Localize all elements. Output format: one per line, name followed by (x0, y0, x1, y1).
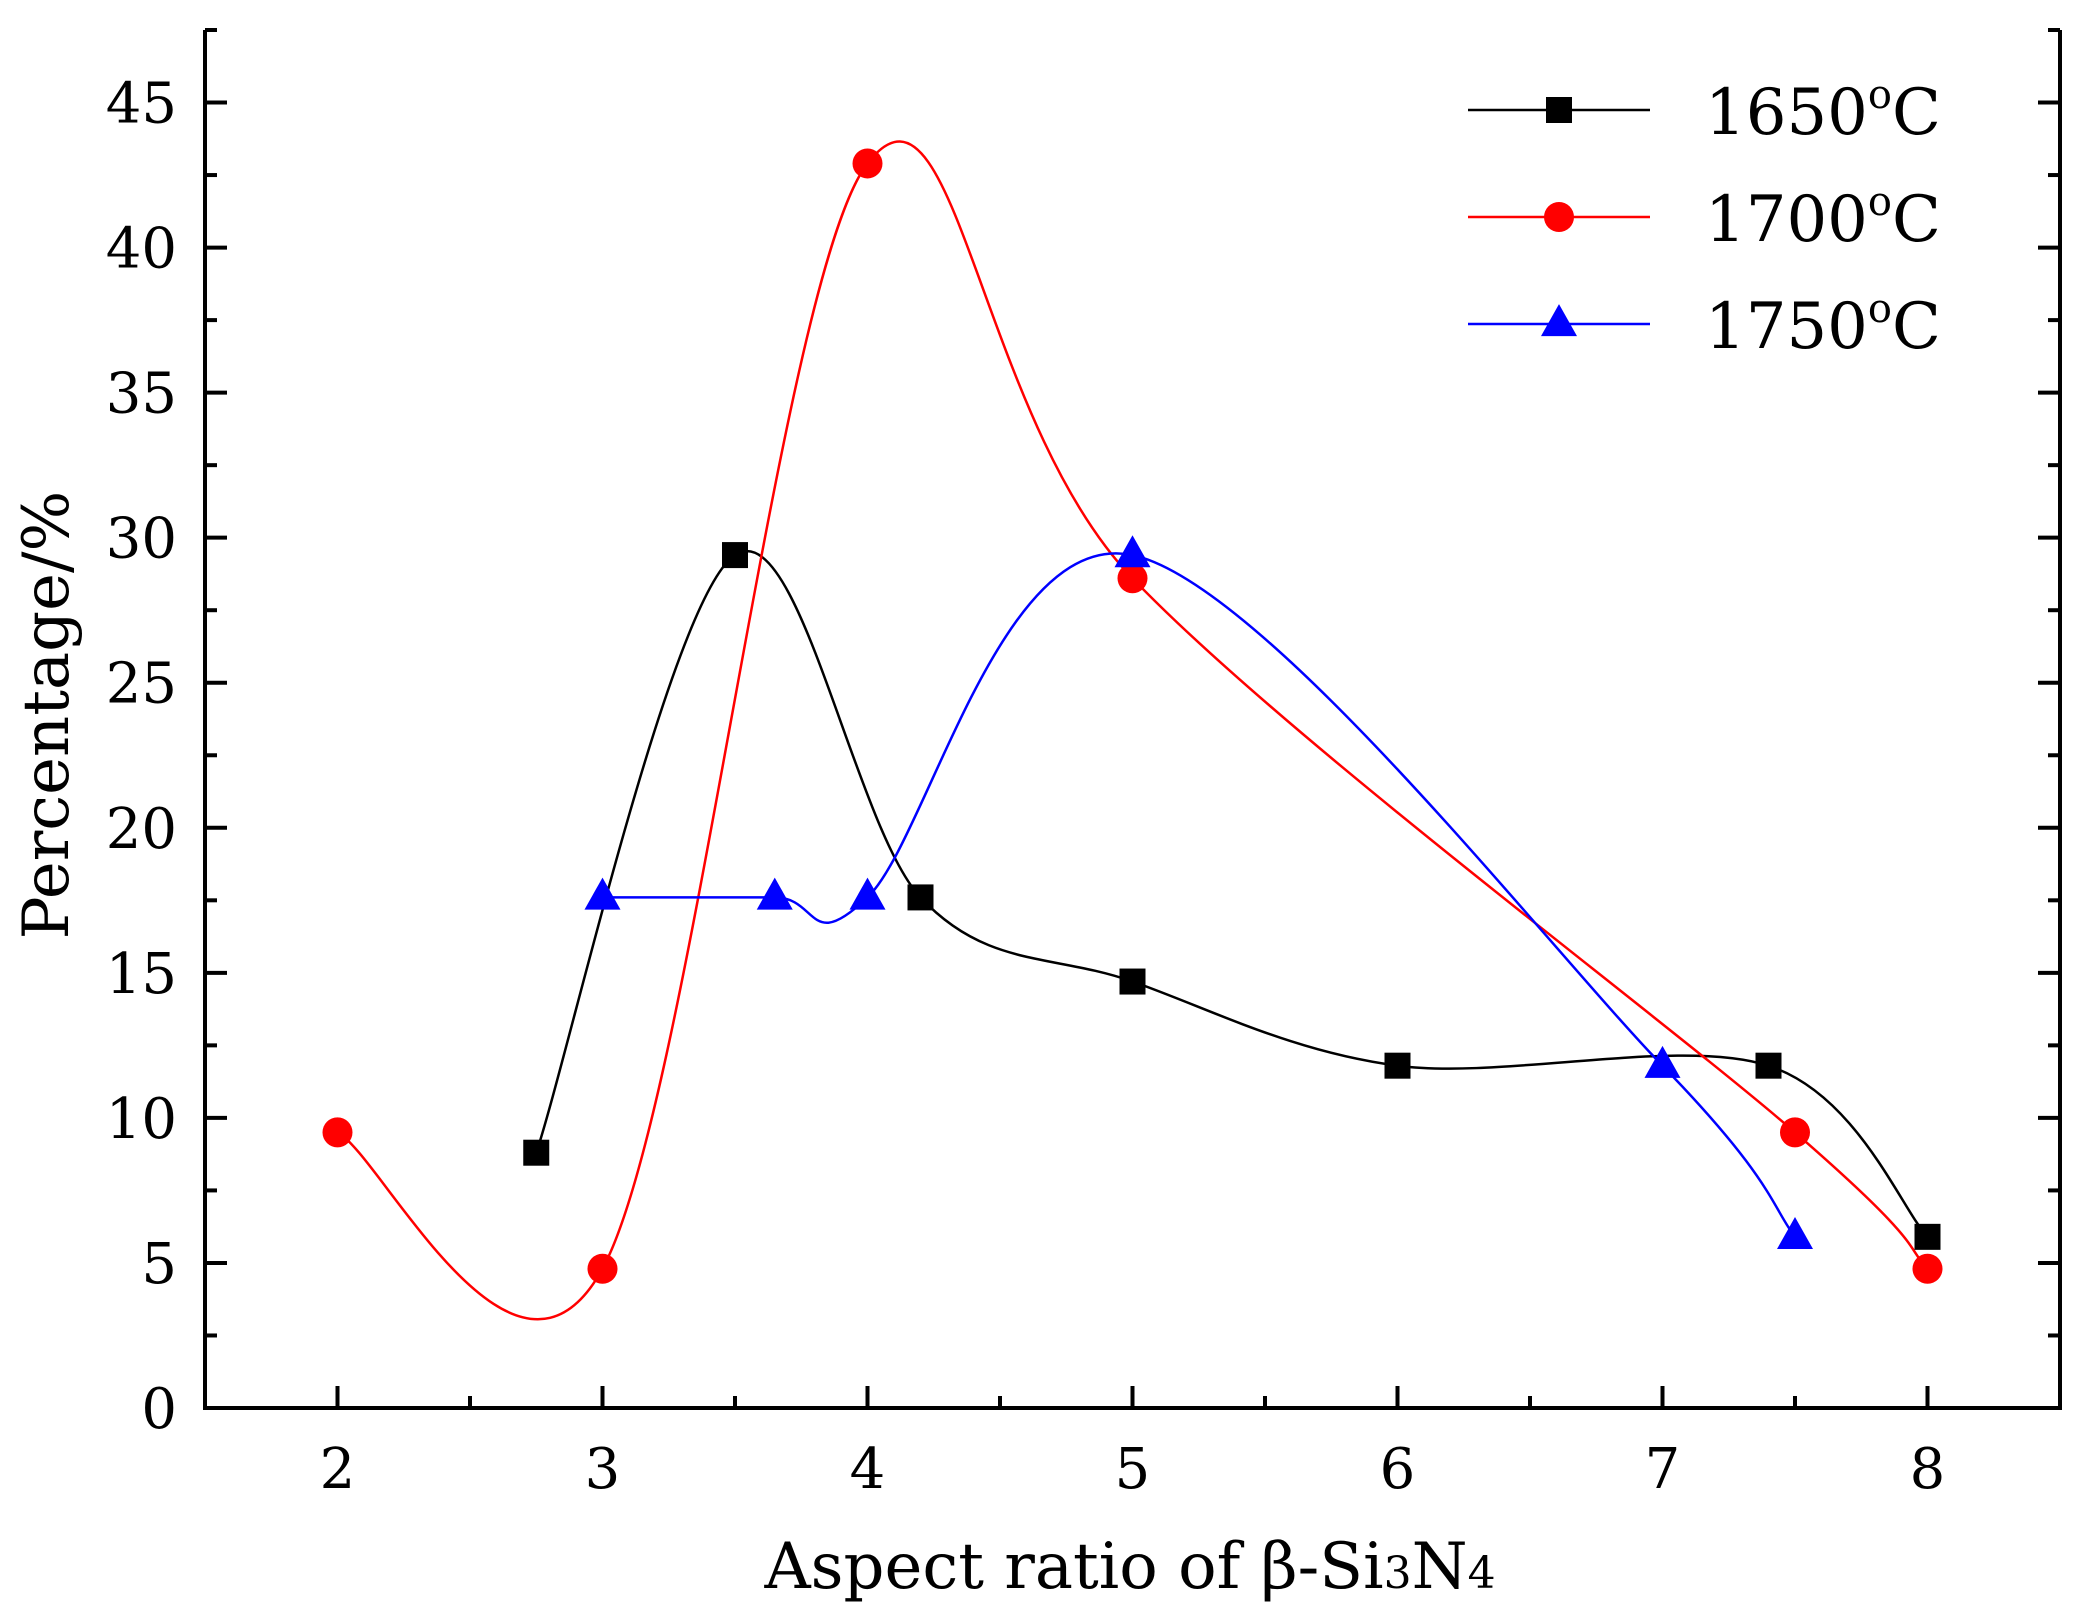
y-tick-label: 35 (106, 362, 177, 427)
legend-marker-1700 (1544, 202, 1574, 232)
legend-label-unit: C (1892, 183, 1941, 257)
data-point-1650 (523, 1139, 550, 1166)
legend-label-1650: 1650oC (1705, 72, 1941, 150)
x-axis-title-subscript-4: 4 (1468, 1548, 1496, 1599)
y-tick-label: 25 (106, 652, 177, 717)
x-tick-label: 3 (585, 1437, 621, 1502)
x-tick-label: 8 (1910, 1437, 1946, 1502)
legend-label-number: 1650 (1705, 76, 1868, 150)
y-tick-label: 5 (141, 1232, 177, 1297)
y-tick-label: 15 (106, 942, 177, 1007)
series-markers (322, 148, 1943, 1284)
data-point-1750 (584, 877, 621, 910)
legend-label-unit: C (1892, 76, 1941, 150)
y-tick-label: 20 (106, 797, 177, 862)
x-tick-label: 2 (320, 1437, 356, 1502)
data-point-1700 (1912, 1253, 1943, 1284)
legend-label-degree: o (1868, 179, 1892, 225)
legend-label-degree: o (1868, 72, 1892, 118)
x-axis-title-n: N (1412, 1530, 1468, 1604)
y-tick-label: 0 (141, 1377, 177, 1442)
x-tick-label: 6 (1380, 1437, 1416, 1502)
x-axis-title-subscript-3: 3 (1384, 1548, 1412, 1599)
legend-label-1700: 1700oC (1705, 179, 1941, 257)
data-point-1700 (587, 1253, 618, 1284)
y-axis-title: Percentage/% (10, 491, 84, 940)
data-point-1750 (849, 877, 886, 910)
y-tick-label: 40 (106, 217, 177, 282)
data-point-1700 (1117, 563, 1148, 594)
series-line-1700 (336, 140, 1929, 1321)
x-axis-title-base: Aspect ratio of β-Si (763, 1530, 1383, 1604)
series-line-1650 (535, 550, 1929, 1238)
data-point-1650 (722, 542, 748, 569)
data-point-1650 (1755, 1052, 1782, 1079)
y-tick-label: 10 (106, 1087, 177, 1152)
x-tick-label: 4 (850, 1437, 886, 1502)
data-point-1700 (1780, 1117, 1810, 1148)
data-point-1650 (1384, 1052, 1411, 1079)
x-axis-title: Aspect ratio of β-Si3N4 (763, 1530, 1495, 1604)
data-point-1750 (1777, 1216, 1813, 1249)
data-point-1650 (1119, 968, 1146, 995)
x-tick-label: 5 (1115, 1437, 1151, 1502)
x-tick-label: 7 (1645, 1437, 1681, 1502)
legend-label-unit: C (1892, 290, 1941, 364)
y-tick-label: 30 (106, 507, 177, 572)
data-point-1700 (322, 1117, 353, 1148)
y-tick-label: 45 (106, 72, 177, 137)
data-point-1700 (852, 148, 883, 179)
legend-label-number: 1750 (1705, 290, 1868, 364)
data-point-1650 (1914, 1223, 1941, 1250)
legend-marker-1650 (1546, 97, 1572, 123)
data-point-1750 (1114, 535, 1151, 568)
data-point-1650 (907, 884, 934, 911)
legend-label-1750: 1750oC (1705, 286, 1941, 364)
axis-ticks (205, 28, 2060, 1410)
legend-label-degree: o (1868, 286, 1892, 332)
data-point-1750 (1644, 1045, 1681, 1078)
legend-label-number: 1700 (1705, 183, 1868, 257)
data-point-1750 (756, 877, 793, 910)
legend-marker-1750 (1541, 304, 1577, 337)
